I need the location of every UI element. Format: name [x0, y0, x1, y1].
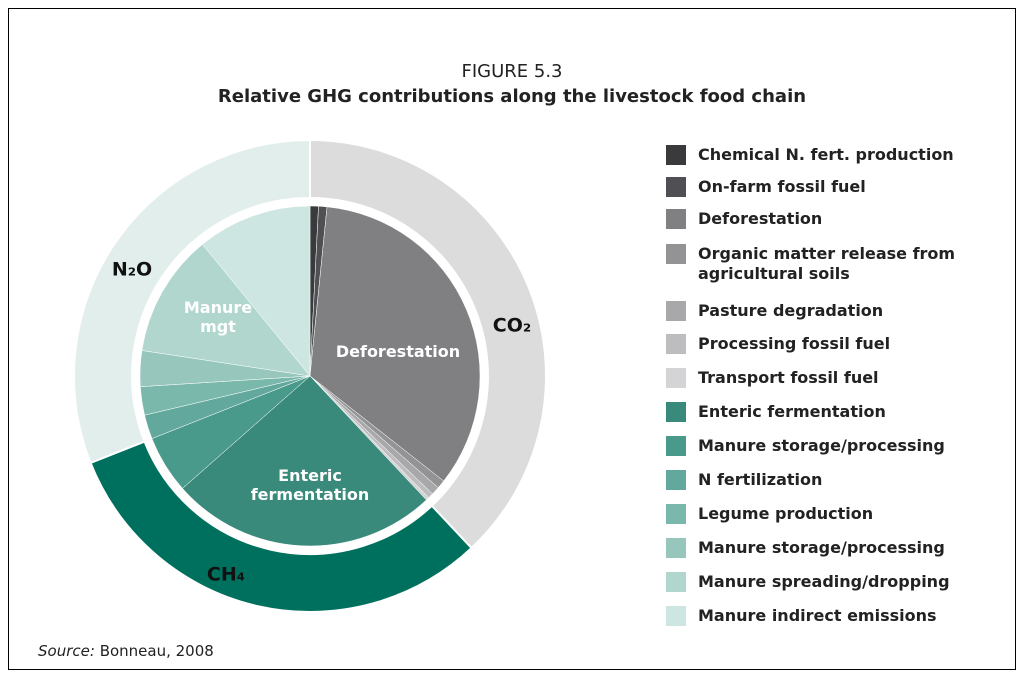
ring-label: N₂O [112, 259, 152, 281]
legend-item: Enteric fermentation [666, 402, 996, 422]
legend-swatch [666, 436, 686, 456]
legend-swatch [666, 177, 686, 197]
legend-item: N fertilization [666, 470, 996, 490]
ring-label: CH₄ [207, 564, 245, 586]
legend-swatch [666, 145, 686, 165]
inner-segment [141, 243, 311, 377]
legend-item: On-farm fossil fuel [666, 177, 996, 197]
chart-title: FIGURE 5.3 [461, 61, 562, 82]
source: Source: Bonneau, 2008 [38, 642, 214, 660]
legend-label: Enteric fermentation [698, 402, 886, 421]
legend-label: N fertilization [698, 470, 823, 489]
legend-item: Organic matter release from agricultural… [666, 244, 996, 284]
legend-swatch [666, 606, 686, 626]
legend-swatch [666, 504, 686, 524]
legend-label: Transport fossil fuel [698, 368, 879, 387]
frame [8, 8, 1016, 670]
legend-item: Manure indirect emissions [666, 606, 996, 626]
legend-label: Manure indirect emissions [698, 606, 937, 625]
source-text: Bonneau, 2008 [100, 642, 214, 660]
legend-label: Manure storage/processing [698, 538, 945, 557]
source-label: Source: [38, 642, 95, 660]
inner-segment [309, 206, 481, 482]
slice-annotation: Manure mgt [183, 298, 253, 336]
legend-label: Organic matter release from agricultural… [698, 244, 956, 283]
ring-label: CO₂ [493, 315, 531, 337]
legend-label: Manure spreading/dropping [698, 572, 950, 591]
legend-swatch [666, 301, 686, 321]
legend-swatch [666, 244, 686, 264]
legend-item: Manure spreading/dropping [666, 572, 996, 592]
legend-label: Processing fossil fuel [698, 334, 891, 353]
legend-label: Pasture degradation [698, 301, 884, 320]
slice-annotation: Deforestation [335, 342, 461, 361]
legend-swatch [666, 538, 686, 558]
legend-swatch [666, 334, 686, 354]
legend-label: On-farm fossil fuel [698, 177, 866, 196]
chart-subtitle: Relative GHG contributions along the liv… [218, 86, 806, 107]
legend-item: Legume production [666, 504, 996, 524]
legend-swatch [666, 209, 686, 229]
legend-item: Processing fossil fuel [666, 334, 996, 354]
outer-segment [73, 138, 311, 465]
legend-item: Manure storage/processing [666, 538, 996, 558]
legend-item: Pasture degradation [666, 301, 996, 321]
legend-swatch [666, 368, 686, 388]
legend-label: Manure storage/processing [698, 436, 945, 455]
legend-item: Manure storage/processing [666, 436, 996, 456]
outer-segment [309, 138, 547, 550]
legend-label: Legume production [698, 504, 874, 523]
legend-item: Chemical N. fert. production [666, 145, 996, 165]
legend-swatch [666, 572, 686, 592]
legend-swatch [666, 470, 686, 490]
inner-segment [182, 375, 427, 547]
legend-label: Chemical N. fert. production [698, 145, 954, 164]
slice-annotation: Enteric fermentation [250, 466, 370, 504]
legend-label: Deforestation [698, 209, 823, 228]
legend-swatch [666, 402, 686, 422]
legend-item: Deforestation [666, 209, 996, 229]
inner-segment [202, 205, 311, 377]
legend-item: Transport fossil fuel [666, 368, 996, 388]
